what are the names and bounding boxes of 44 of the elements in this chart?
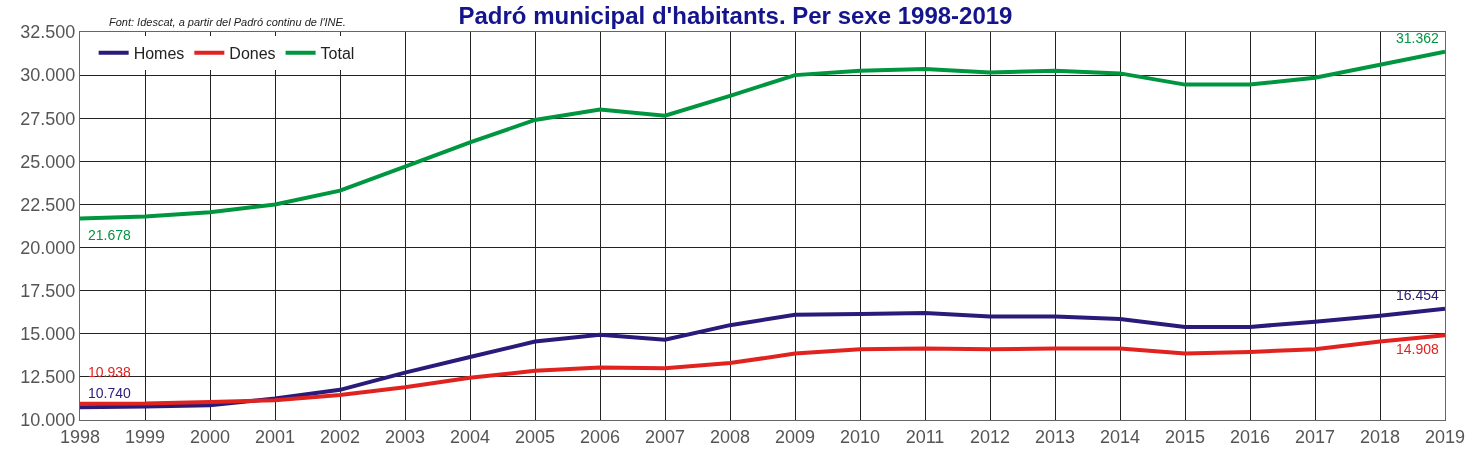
x-tick-label: 2002 [319, 426, 361, 447]
x-tick-label: 2000 [189, 426, 231, 447]
data-label: 16.454 [1396, 287, 1440, 303]
y-tick-label: 22.500 [20, 194, 76, 215]
y-tick-label: 15.000 [20, 324, 76, 345]
x-tick-label: 2010 [839, 426, 881, 447]
chart-title: Padró municipal d'habitants. Per sexe 1998-2019 [458, 1, 1013, 29]
x-tick-label: 2009 [774, 426, 816, 447]
x-tick-label: 2001 [254, 426, 296, 447]
x-tick-label: 2016 [1229, 426, 1271, 447]
x-tick-label: 2015 [1164, 426, 1206, 447]
x-tick-label: 2014 [1099, 426, 1141, 447]
data-label: 14.908 [1396, 341, 1440, 357]
x-tick-label: 2005 [514, 426, 556, 447]
x-tick-label: 2006 [579, 426, 621, 447]
x-tick-label: 2004 [449, 426, 491, 447]
x-tick-label: 2018 [1359, 426, 1401, 447]
y-tick-label: 20.000 [20, 237, 76, 258]
line-series [80, 306, 1445, 410]
y-tick-label: 17.500 [20, 280, 76, 301]
data-label: 10.938 [88, 364, 132, 380]
line-series [80, 333, 1445, 406]
y-tick-label: 12.500 [20, 367, 76, 388]
x-tick-label: 2008 [709, 426, 751, 447]
x-tick-label: 2011 [905, 426, 945, 447]
x-tick-label: 1999 [124, 426, 166, 447]
data-label: 10.740 [88, 385, 132, 401]
x-tick-label: 2013 [1034, 426, 1076, 447]
x-tick-label: 2007 [644, 426, 686, 447]
x-tick-label: 2017 [1294, 426, 1336, 447]
data-label: 21.678 [88, 227, 132, 243]
legend-label: Dones [229, 45, 276, 63]
x-tick-label: 2019 [1424, 426, 1466, 447]
y-tick-label: 25.000 [20, 151, 76, 172]
y-tick-label: 32.500 [20, 22, 76, 43]
legend-label: Homes [133, 45, 185, 63]
x-tick-label: 2012 [969, 426, 1011, 447]
y-tick-label: 30.000 [20, 65, 76, 86]
y-tick-label: 27.500 [20, 108, 76, 129]
legend-label: Total [320, 45, 355, 63]
line-series [80, 49, 1445, 221]
text: Font: Idescat, a partir del Padró continu de l'INE. [109, 16, 346, 28]
data-label: 31.362 [1396, 30, 1440, 46]
x-tick-label: 2003 [384, 426, 426, 447]
